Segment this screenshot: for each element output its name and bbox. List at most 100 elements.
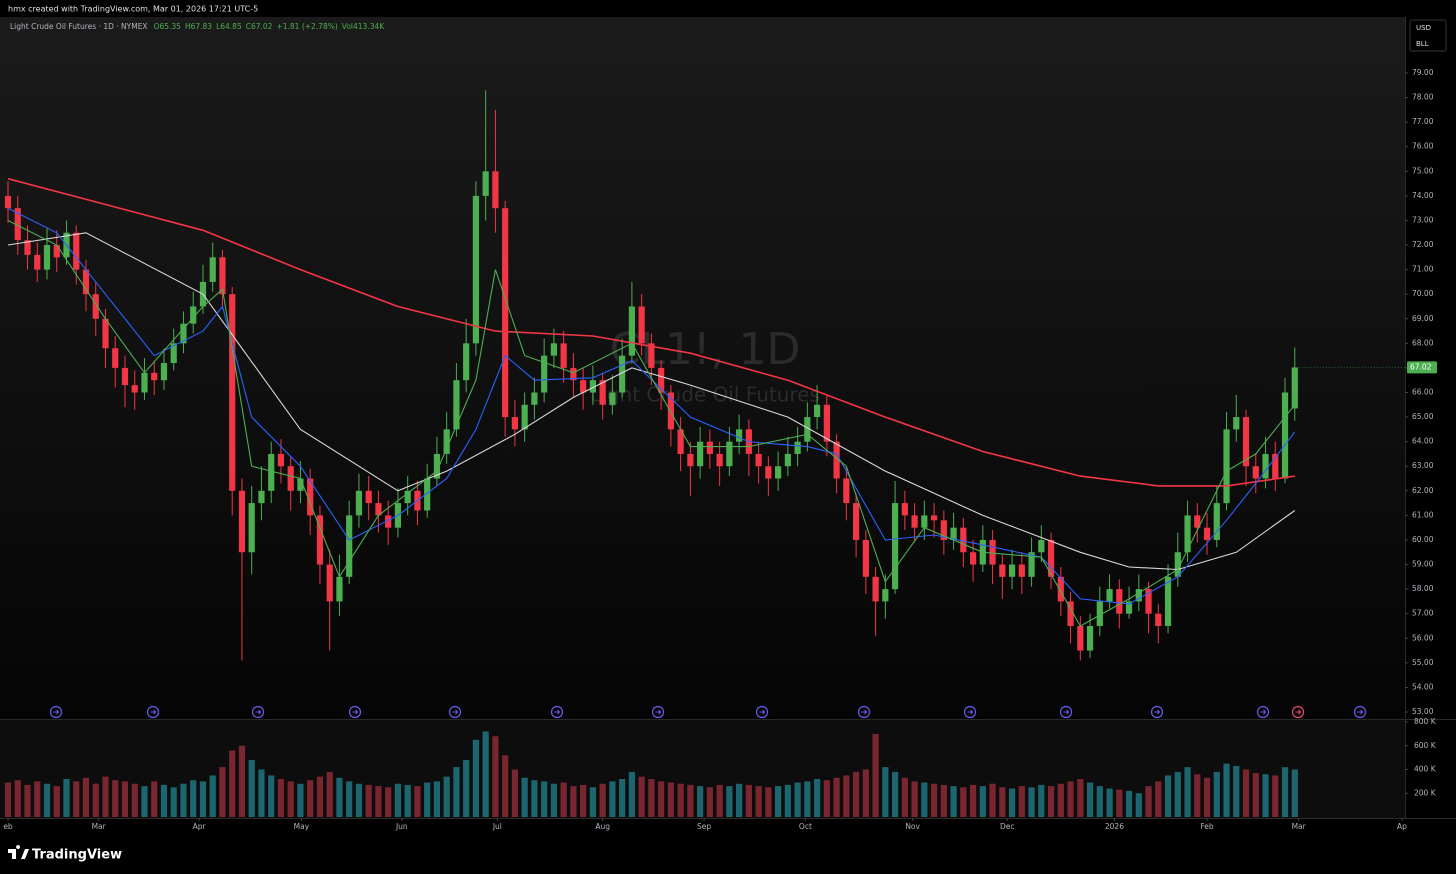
candle-body xyxy=(570,367,577,381)
candle-body xyxy=(814,404,821,418)
volume-bar xyxy=(53,786,60,817)
volume-bar xyxy=(706,787,713,817)
volume-bar xyxy=(121,781,129,817)
y-tick-label: 77.00 xyxy=(1412,117,1434,126)
y-tick-label: 60.00 xyxy=(1412,535,1434,544)
event-icon[interactable] xyxy=(448,705,462,719)
candle-body xyxy=(160,363,168,381)
volume-bar xyxy=(229,750,236,817)
candle-body xyxy=(1281,392,1289,479)
event-icon[interactable] xyxy=(1291,705,1305,719)
event-icon[interactable] xyxy=(857,705,871,719)
candle-body xyxy=(989,539,996,565)
event-icon[interactable] xyxy=(755,705,769,719)
legend-value: Vol413.34K xyxy=(342,22,385,31)
volume-bar xyxy=(570,786,577,817)
y-tick-label: 58.00 xyxy=(1412,584,1434,593)
candle-body xyxy=(667,392,674,430)
volume-bar xyxy=(560,782,567,817)
volume-bar xyxy=(765,787,772,817)
event-icon[interactable] xyxy=(251,705,265,719)
volume-tick-label: 400 K xyxy=(1414,765,1437,774)
candle-body xyxy=(891,503,899,590)
volume-bar xyxy=(297,783,304,817)
candle-body xyxy=(190,306,197,324)
candle-body xyxy=(560,343,567,368)
event-icon[interactable] xyxy=(550,705,564,719)
event-icon[interactable] xyxy=(348,705,362,719)
volume-bar xyxy=(375,786,382,817)
y-tick-label: 75.00 xyxy=(1412,166,1434,175)
candle-body xyxy=(541,355,548,393)
candle-body xyxy=(784,453,791,467)
event-icon[interactable] xyxy=(651,705,665,719)
event-icon[interactable] xyxy=(49,705,63,719)
event-icon[interactable] xyxy=(1150,705,1164,719)
candle-body xyxy=(141,372,148,393)
candle-body xyxy=(355,490,363,516)
currency: USD xyxy=(1416,24,1431,32)
volume-bar xyxy=(1213,771,1220,817)
event-icon[interactable] xyxy=(1353,705,1367,719)
x-tick-label: eb xyxy=(3,822,13,831)
volume-bar xyxy=(180,783,187,817)
candle-body xyxy=(82,269,90,295)
candle-body xyxy=(775,466,782,479)
volume-bar xyxy=(199,781,207,817)
event-arrow xyxy=(255,709,262,715)
candle-body xyxy=(287,466,294,491)
candle-body xyxy=(648,343,655,368)
candle-body xyxy=(277,453,285,467)
candle-body xyxy=(1272,453,1279,479)
event-icon[interactable] xyxy=(1059,705,1073,719)
last-price-box xyxy=(1407,361,1437,374)
candle-body xyxy=(726,441,733,467)
volume-bar xyxy=(726,786,733,817)
candle-body xyxy=(424,478,431,511)
volume-bar xyxy=(433,781,441,817)
y-tick-label: 76.00 xyxy=(1412,142,1434,151)
plot-area xyxy=(4,90,1298,661)
event-icon[interactable] xyxy=(963,705,977,719)
volume-bar xyxy=(1155,781,1162,817)
volume-bar xyxy=(814,779,821,817)
y-tick-label: 73.00 xyxy=(1412,215,1434,224)
candle-body xyxy=(472,195,480,344)
candle-body xyxy=(609,392,616,405)
volume-bar xyxy=(775,786,782,817)
candle-body xyxy=(677,429,684,454)
volume-bar xyxy=(1135,793,1142,817)
volume-bar xyxy=(443,776,450,817)
volume-bar xyxy=(414,786,421,817)
unit: BLL xyxy=(1416,40,1429,48)
candle-body xyxy=(170,343,177,364)
candle-body xyxy=(940,520,947,540)
candle-body xyxy=(872,576,879,602)
event-arrow xyxy=(655,709,662,715)
y-tick-label: 62.00 xyxy=(1412,486,1434,495)
candle-body xyxy=(1223,429,1230,504)
candle-body xyxy=(502,208,509,418)
currency-box[interactable] xyxy=(1409,19,1447,52)
candle-body xyxy=(297,478,304,491)
event-icon[interactable] xyxy=(146,705,160,719)
x-tick-label: Sep xyxy=(697,822,711,831)
volume-bar xyxy=(160,784,168,817)
volume-bar xyxy=(1145,786,1152,817)
volume-bar xyxy=(619,779,626,817)
candle-body xyxy=(1174,552,1181,577)
y-tick-label: 59.00 xyxy=(1412,560,1434,569)
candle-body xyxy=(219,257,226,295)
candle-body xyxy=(131,385,138,393)
candle-body xyxy=(706,441,713,454)
candle-body xyxy=(1145,589,1152,614)
logo: TradingView xyxy=(8,845,122,863)
y-tick-label: 61.00 xyxy=(1412,510,1434,519)
volume-bar xyxy=(921,782,928,817)
candle-body xyxy=(1077,625,1084,651)
x-tick-label: Apr xyxy=(193,822,207,831)
volume-bar xyxy=(531,780,538,817)
candle-body xyxy=(901,503,908,516)
candle-body xyxy=(599,380,606,405)
event-icon[interactable] xyxy=(1256,705,1270,719)
